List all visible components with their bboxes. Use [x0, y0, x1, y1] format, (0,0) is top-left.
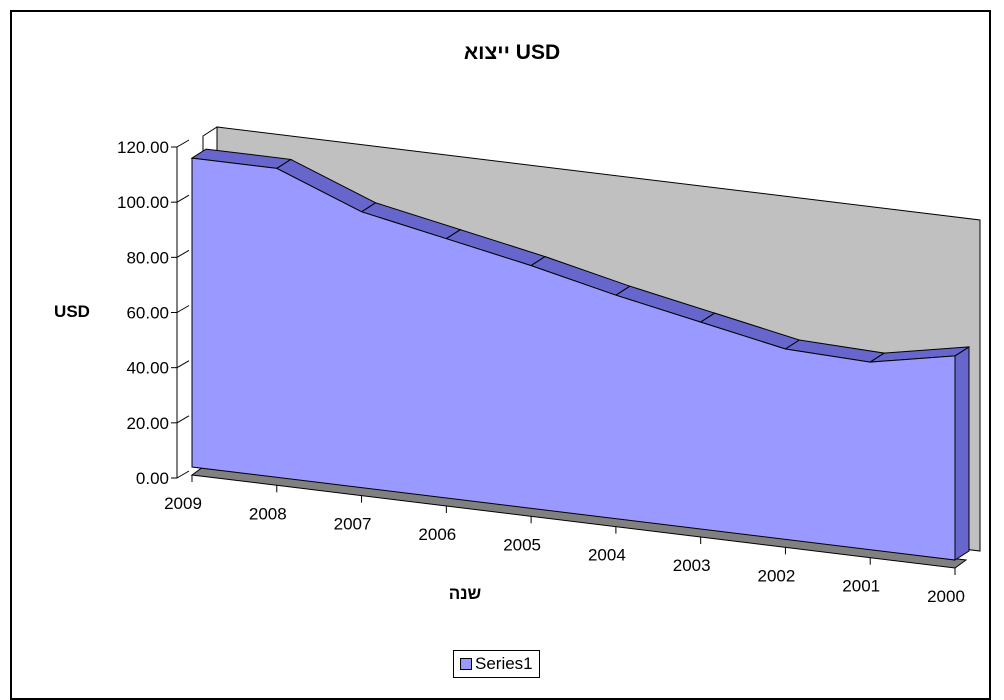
- y-tick-label: 80.00: [126, 248, 169, 267]
- x-tick-label: 2006: [418, 525, 456, 544]
- y-tick-diagonal: [176, 360, 190, 369]
- x-axis-title: שנה: [449, 584, 482, 603]
- y-tick-label: 60.00: [126, 304, 169, 323]
- y-tick-label: 100.00: [117, 193, 169, 212]
- x-tick-label: 2005: [503, 535, 541, 554]
- chart-plot: 0.00 20.00 40.00 60.00 80.00 100.00 120.00 2009…: [54, 41, 981, 606]
- chart-title: ייצוא USD: [464, 41, 560, 64]
- x-tick-label: 2008: [249, 504, 287, 523]
- x-tick-label: 2003: [673, 556, 711, 575]
- x-tick-label: 2000: [927, 587, 965, 606]
- y-tick-diagonal: [176, 470, 190, 479]
- area-end-face: [954, 345, 970, 561]
- legend-swatch: [460, 658, 472, 670]
- y-tick-diagonal: [176, 415, 190, 424]
- x-tick-label: 2001: [842, 577, 880, 596]
- y-tick-diagonal: [176, 139, 190, 148]
- legend: Series1: [453, 650, 540, 678]
- y-tick-diagonal: [176, 305, 190, 313]
- y-tick-diagonal: [176, 249, 190, 258]
- legend-label: Series1: [475, 654, 533, 673]
- y-tick-label: 120.00: [117, 138, 169, 157]
- y-axis-title: USD: [54, 302, 90, 321]
- x-tick-label: 2004: [588, 546, 626, 565]
- x-tick-label: 2009: [164, 494, 202, 513]
- y-tick-label: 20.00: [126, 414, 169, 433]
- y-tick-label: 0.00: [136, 469, 169, 488]
- x-tick-label: 2007: [334, 515, 372, 534]
- x-tick-label: 2002: [758, 566, 796, 585]
- y-tick-diagonal: [176, 194, 190, 203]
- y-tick-label: 40.00: [126, 359, 169, 378]
